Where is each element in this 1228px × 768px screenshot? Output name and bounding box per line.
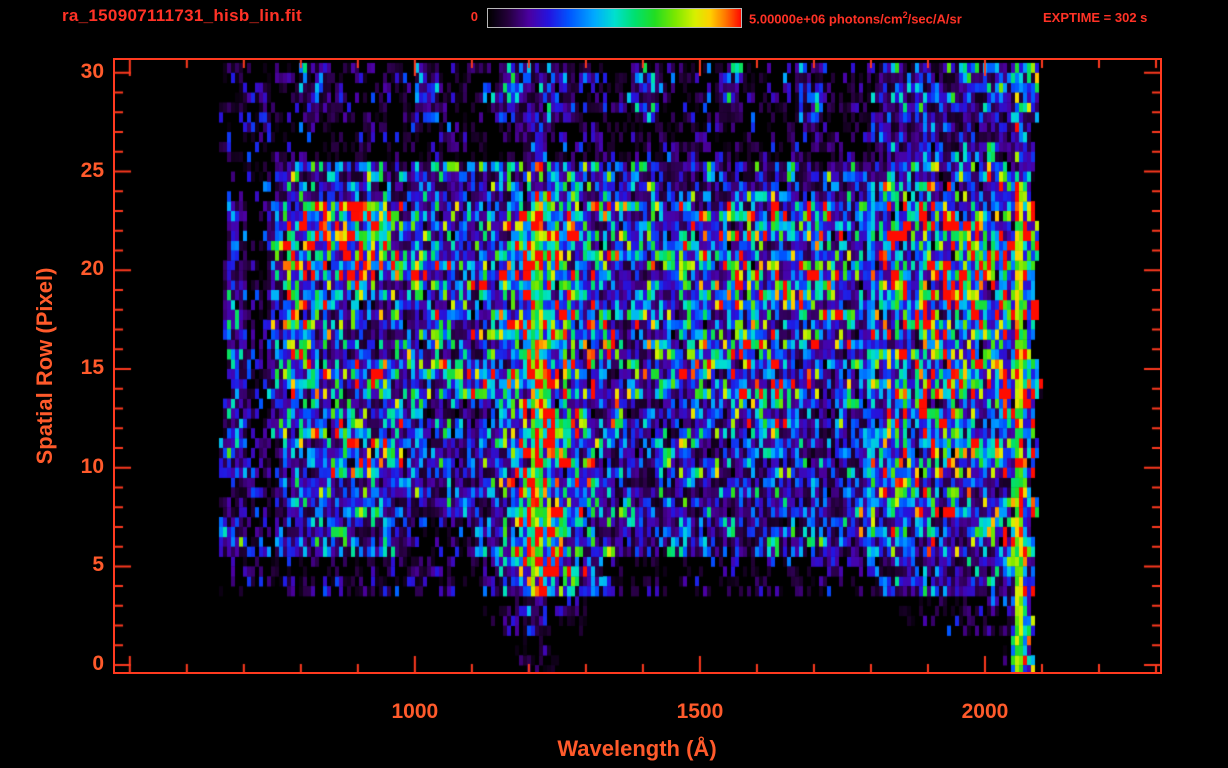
colorbar xyxy=(487,8,742,28)
heatmap-canvas xyxy=(115,60,1160,672)
y-tick-label: 15 xyxy=(80,355,104,379)
x-tick-label: 1000 xyxy=(391,700,439,723)
x-tick-label: 1500 xyxy=(676,700,724,723)
y-tick-label: 0 xyxy=(92,652,104,676)
x-tick-label: 2000 xyxy=(961,700,1009,723)
y-tick-label: 5 xyxy=(92,553,104,577)
y-tick-label: 30 xyxy=(80,59,104,83)
filename-title: ra_150907111731_hisb_lin.fit xyxy=(62,6,302,25)
x-axis-title: Wavelength (Å) xyxy=(557,736,717,761)
y-tick-label: 25 xyxy=(80,158,104,182)
exptime-label: EXPTIME = 302 s xyxy=(1043,10,1148,25)
plot-area xyxy=(113,58,1162,674)
colorbar-max-superscript: 2 xyxy=(902,10,908,20)
colorbar-min-label: 0 xyxy=(470,9,478,24)
colorbar-max-prefix: 5.00000e+06 photons/cm xyxy=(749,11,903,27)
colorbar-max-suffix: /sec/A/sr xyxy=(907,11,962,27)
y-tick-label: 20 xyxy=(80,257,104,281)
y-tick-label: 10 xyxy=(80,454,104,478)
colorbar-max-label: 5.00000e+06 photons/cm2/sec/A/sr xyxy=(749,10,962,26)
